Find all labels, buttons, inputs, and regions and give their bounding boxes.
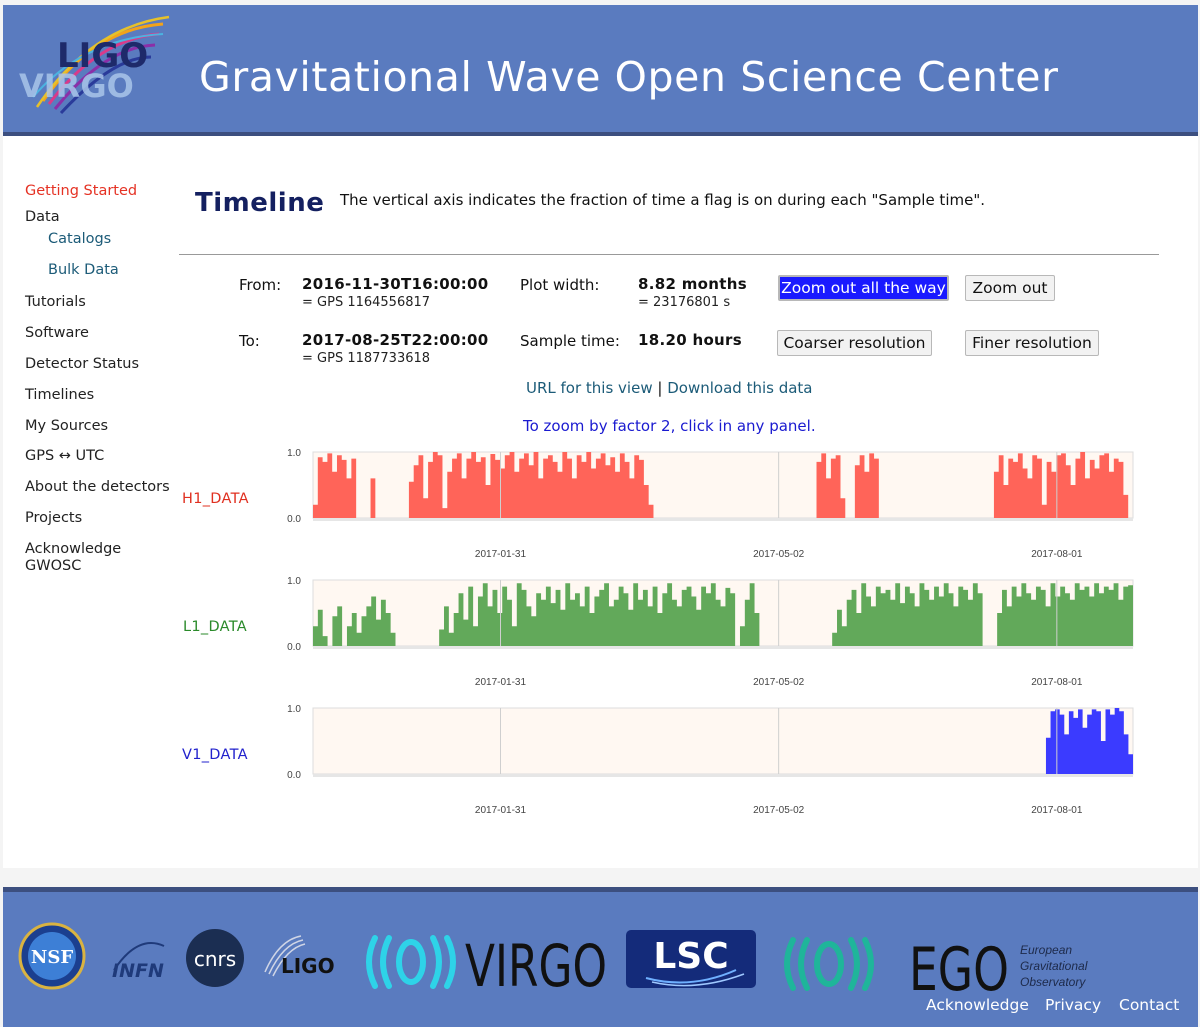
nav-bulk-data[interactable]: Bulk Data xyxy=(48,262,119,278)
y-tick-label-top: 1.0 xyxy=(287,576,301,587)
series-area-v1-data xyxy=(313,708,1133,774)
site-title: Gravitational Wave Open Science Center xyxy=(199,53,1059,101)
nav-timelines[interactable]: Timelines xyxy=(25,387,95,403)
ligo-footer-text: LIGO xyxy=(281,954,335,978)
view-links: URL for this view | Download this data xyxy=(526,379,813,397)
footer-acknowledge-link[interactable]: Acknowledge xyxy=(926,996,1029,1014)
series-label-h1: H1_DATA xyxy=(182,491,249,507)
to-gps: = GPS 1187733618 xyxy=(302,351,431,366)
sample-time-value: 18.20 hours xyxy=(638,331,742,349)
ego-subtitle: European Gravitational Observatory xyxy=(1020,942,1087,990)
ligo-footer-logo[interactable]: LIGO xyxy=(261,930,341,980)
x-tick-label: 2017-08-01 xyxy=(1031,677,1083,688)
panel-axis-shadow xyxy=(313,646,1133,649)
series-label-l1: L1_DATA xyxy=(183,619,248,635)
nav-catalogs[interactable]: Catalogs xyxy=(48,231,112,247)
cnrs-logo[interactable]: cnrs xyxy=(184,927,246,989)
y-tick-label-bottom: 0.0 xyxy=(287,770,301,781)
page-description: The vertical axis indicates the fraction… xyxy=(340,191,985,209)
panel-v1-data[interactable]: 2017-01-31 2017-05-02 2017-08-01 1.0 0.0 xyxy=(287,704,1134,816)
finer-resolution-button[interactable]: Finer resolution xyxy=(965,330,1099,356)
ego-logo[interactable]: EGO xyxy=(779,932,1011,996)
link-separator: | xyxy=(657,379,663,397)
series-area-h1-data xyxy=(313,452,1133,518)
plot-width-seconds: = 23176801 s xyxy=(638,295,731,310)
ego-logo-text: EGO xyxy=(909,935,1009,996)
y-tick-label-top: 1.0 xyxy=(287,448,301,459)
x-tick-label: 2017-05-02 xyxy=(753,805,805,816)
nav-gwosc[interactable]: GWOSC xyxy=(25,558,82,574)
y-tick-label-bottom: 0.0 xyxy=(287,514,301,525)
main-content: Getting Started Data Catalogs Bulk Data … xyxy=(3,136,1198,868)
from-gps: = GPS 1164556817 xyxy=(302,295,431,310)
panel-axis-shadow xyxy=(313,774,1133,777)
virgo-logo-text: VIRGO xyxy=(465,932,607,994)
lsc-logo-text: LSC xyxy=(653,936,728,977)
x-tick-label: 2017-01-31 xyxy=(475,805,527,816)
download-data-link[interactable]: Download this data xyxy=(667,379,813,397)
x-tick-label: 2017-05-02 xyxy=(753,549,805,560)
plot-width-label: Plot width: xyxy=(520,276,600,294)
divider xyxy=(179,254,1159,255)
from-value: 2016-11-30T16:00:00 xyxy=(302,275,489,293)
virgo-logo[interactable]: VIRGO xyxy=(361,930,609,994)
cnrs-logo-text: cnrs xyxy=(194,947,236,971)
nav-gps-utc[interactable]: GPS ↔ UTC xyxy=(25,448,105,464)
y-tick-label-top: 1.0 xyxy=(287,704,301,715)
zoom-out-all-button[interactable]: Zoom out all the way xyxy=(778,275,949,301)
ego-subtitle-line-1: European xyxy=(1020,943,1073,957)
nav-software[interactable]: Software xyxy=(25,325,89,341)
x-tick-label: 2017-05-02 xyxy=(753,677,805,688)
y-tick-label-bottom: 0.0 xyxy=(287,642,301,653)
timeline-chart[interactable]: 2017-01-31 2017-05-02 2017-08-011.00.02017… xyxy=(279,441,1159,821)
nav-my-sources[interactable]: My Sources xyxy=(25,418,109,434)
logo-text-ligo: LIGO xyxy=(57,36,148,76)
infn-logo-text: INFN xyxy=(112,960,164,982)
nav-tutorials[interactable]: Tutorials xyxy=(25,294,86,310)
nsf-logo[interactable]: NSF xyxy=(18,922,86,990)
coarser-resolution-button[interactable]: Coarser resolution xyxy=(777,330,932,356)
footer-contact-link[interactable]: Contact xyxy=(1119,996,1180,1014)
x-tick-label: 2017-08-01 xyxy=(1031,549,1083,560)
nav-detector-status[interactable]: Detector Status xyxy=(25,356,139,372)
plot-width-value: 8.82 months xyxy=(638,275,747,293)
panel-l1-data[interactable]: 2017-01-31 2017-05-02 2017-08-01 1.0 0.0 xyxy=(287,576,1134,688)
panel-h1-data[interactable]: 2017-01-31 2017-05-02 2017-08-01 1.0 0.0 xyxy=(287,448,1134,560)
series-area-l1-data xyxy=(313,583,1133,646)
logo-text-virgo: VIRGO xyxy=(19,67,134,105)
x-tick-label: 2017-01-31 xyxy=(475,549,527,560)
series-label-v1: V1_DATA xyxy=(182,747,248,763)
lsc-logo[interactable]: LSC xyxy=(626,930,756,988)
nav-acknowledge[interactable]: Acknowledge xyxy=(25,541,122,557)
nav-about-detectors[interactable]: About the detectors xyxy=(25,479,170,495)
panel-background[interactable] xyxy=(312,707,1134,775)
site-header: LIGO VIRGO Gravitational Wave Open Scien… xyxy=(3,5,1198,136)
panel-axis-shadow xyxy=(313,518,1133,521)
x-tick-label: 2017-01-31 xyxy=(475,677,527,688)
url-for-view-link[interactable]: URL for this view xyxy=(526,379,653,397)
from-label: From: xyxy=(239,276,282,294)
sample-time-label: Sample time: xyxy=(520,332,620,350)
x-tick-label: 2017-08-01 xyxy=(1031,805,1083,816)
ligo-virgo-logo[interactable]: LIGO VIRGO xyxy=(13,9,173,127)
infn-logo[interactable]: INFN xyxy=(108,930,168,990)
ego-subtitle-line-2: Gravitational xyxy=(1020,959,1088,973)
zoom-hint: To zoom by factor 2, click in any panel. xyxy=(523,417,816,435)
site-footer: NSF INFN cnrs LIGO VIRGO LSC xyxy=(3,887,1198,1027)
zoom-out-button[interactable]: Zoom out xyxy=(965,275,1055,301)
nav-projects[interactable]: Projects xyxy=(25,510,83,526)
page-title: Timeline xyxy=(195,188,325,218)
footer-privacy-link[interactable]: Privacy xyxy=(1045,996,1102,1014)
to-label: To: xyxy=(239,332,260,350)
ego-subtitle-line-3: Observatory xyxy=(1020,975,1086,989)
nav-getting-started[interactable]: Getting Started xyxy=(25,183,138,199)
nsf-logo-text: NSF xyxy=(31,947,73,968)
nav-data[interactable]: Data xyxy=(25,209,60,225)
to-value: 2017-08-25T22:00:00 xyxy=(302,331,489,349)
